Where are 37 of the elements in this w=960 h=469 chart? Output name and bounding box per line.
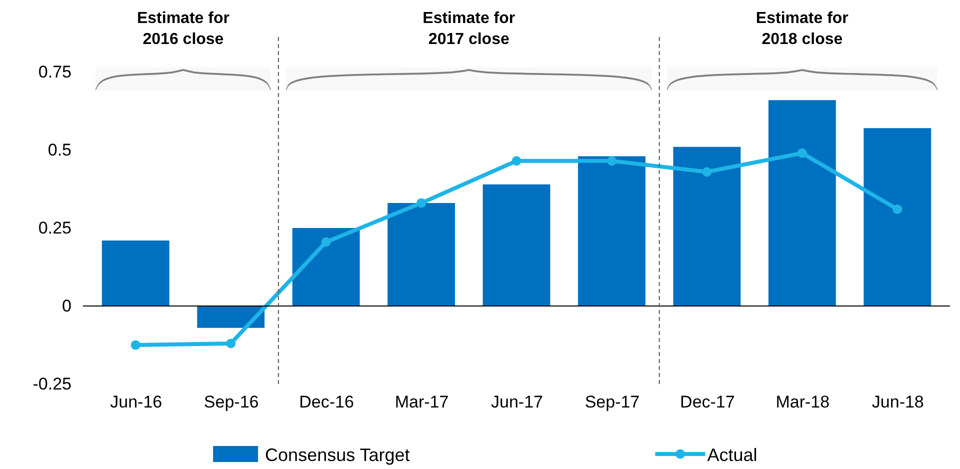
- x-tick-label: Mar-18: [776, 392, 830, 412]
- bar: [197, 306, 265, 328]
- x-tick-label: Dec-17: [680, 392, 735, 412]
- legend-label: Actual: [707, 445, 758, 465]
- bar: [578, 156, 646, 306]
- point: [512, 156, 522, 166]
- x-tick-label: Jun-17: [491, 392, 543, 412]
- x-tick-label: Jun-18: [872, 392, 924, 412]
- band-label: Estimate for 2016 close: [136, 10, 230, 48]
- y-tick-label: 0.75: [38, 62, 72, 82]
- point: [892, 204, 902, 214]
- point: [130, 340, 140, 350]
- y-tick-label: 0: [62, 296, 72, 316]
- point: [702, 167, 712, 177]
- bar: [768, 100, 836, 306]
- point: [226, 338, 236, 348]
- y-tick-label: 0.5: [48, 140, 72, 160]
- legend-label: Consensus Target: [265, 445, 410, 465]
- point: [416, 198, 426, 208]
- bar: [482, 184, 550, 306]
- bar: [292, 228, 360, 306]
- bar: [102, 240, 170, 306]
- bar: [388, 203, 455, 306]
- band-label: Estimate for 2018 close: [756, 10, 848, 48]
- y-tick-label: 0.25: [38, 218, 72, 238]
- bar: [673, 146, 741, 306]
- x-tick-label: Mar-17: [394, 392, 449, 412]
- point: [797, 148, 807, 158]
- point: [606, 156, 616, 166]
- x-tick-label: Dec-16: [299, 392, 354, 412]
- bar: [864, 128, 932, 306]
- x-tick-label: Sep-17: [584, 392, 640, 412]
- point: [321, 237, 331, 247]
- band-label: Estimate for 2017 close: [422, 10, 516, 48]
- x-tick-label: Sep-16: [204, 392, 259, 412]
- x-tick-label: Jun-16: [110, 392, 162, 412]
- y-tick-label: -0.25: [32, 374, 72, 394]
